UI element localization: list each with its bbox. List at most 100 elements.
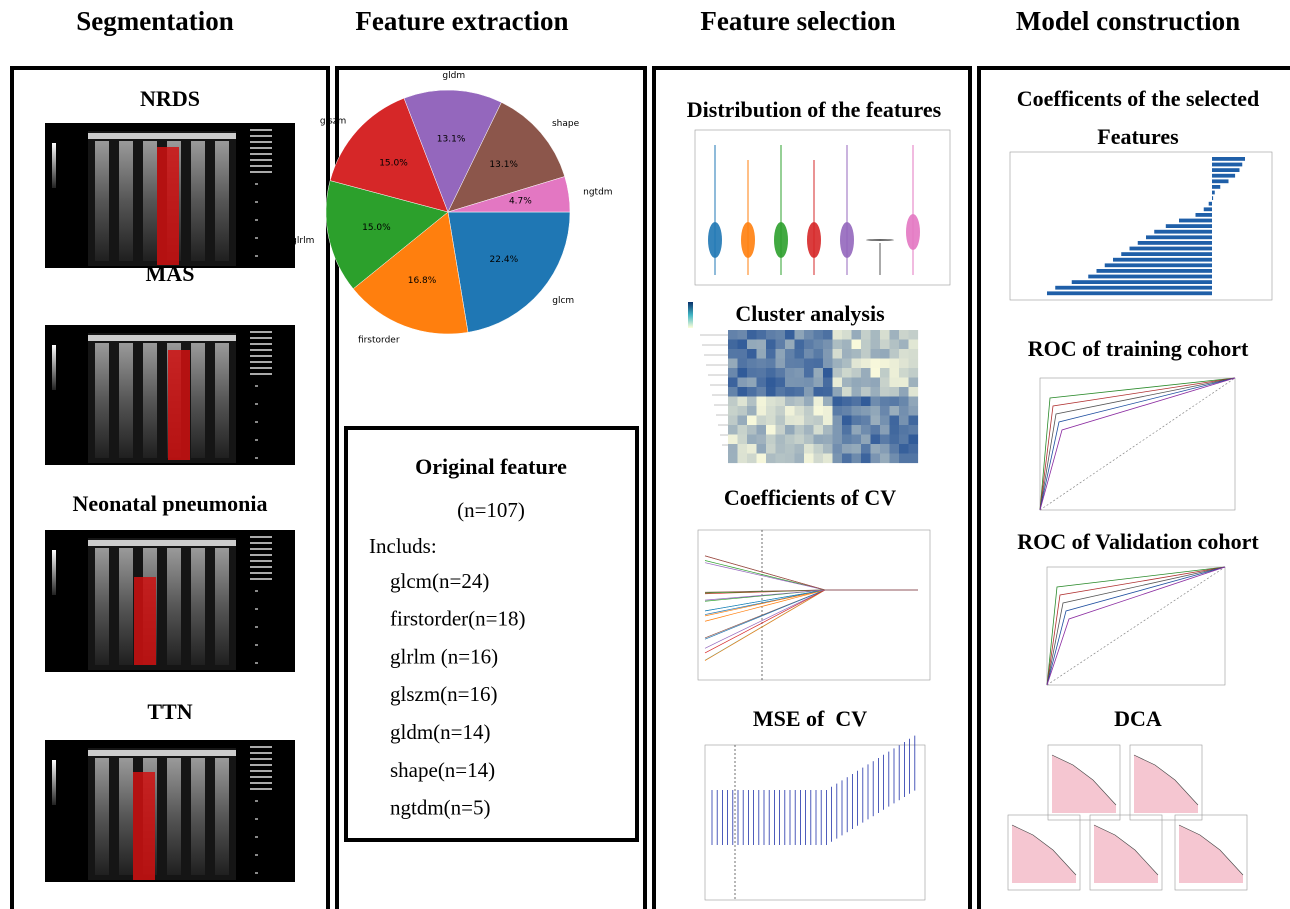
heatmap-cell	[776, 340, 786, 350]
heatmap-cell	[909, 387, 919, 397]
heatmap-cell	[757, 368, 767, 378]
heatmap-cell	[899, 435, 909, 445]
heatmap-cell	[880, 454, 890, 464]
heatmap-cell	[833, 359, 843, 369]
heatmap-cell	[814, 359, 824, 369]
heatmap-cell	[738, 406, 748, 416]
heatmap-cell	[871, 454, 881, 464]
panel-title: TTN	[147, 699, 192, 724]
heatmap-cell	[823, 454, 833, 464]
heatmap-cell	[766, 330, 776, 340]
panel-title: Distribution of the features	[687, 97, 942, 122]
heatmap-cell	[776, 349, 786, 359]
heatmap-cell	[728, 425, 738, 435]
heatmap-cell	[899, 454, 909, 464]
heatmap-cell	[842, 435, 852, 445]
heatmap-cell	[804, 378, 814, 388]
panel-title: Neonatal pneumonia	[73, 491, 268, 516]
heatmap-cell	[776, 406, 786, 416]
heatmap-cell	[823, 416, 833, 426]
heatmap-cell	[842, 378, 852, 388]
heatmap-cell	[766, 359, 776, 369]
heatmap-cell	[861, 444, 871, 454]
pie-wedge	[448, 212, 570, 332]
heatmap-cell	[738, 340, 748, 350]
summary-total: (n=107)	[457, 498, 525, 522]
coef-bar	[1212, 174, 1235, 178]
panel-title: Coefficents of the selected	[1017, 86, 1260, 111]
heatmap-cell	[738, 368, 748, 378]
cv-path	[705, 590, 918, 653]
heatmap-cell	[890, 416, 900, 426]
heatmap-cell	[823, 349, 833, 359]
pie-label: ngtdm	[583, 187, 612, 197]
heatmap-cell	[804, 330, 814, 340]
heatmap-cell	[738, 359, 748, 369]
heatmap-cell	[814, 416, 824, 426]
heatmap-cell	[871, 368, 881, 378]
heatmap-cell	[899, 387, 909, 397]
info-text	[250, 764, 272, 766]
pie-value-label: 15.0%	[362, 223, 391, 233]
heatmap-cell	[871, 387, 881, 397]
heatmap-cell	[909, 330, 919, 340]
heatmap-cell	[890, 397, 900, 407]
heatmap-cell	[747, 349, 757, 359]
rib-shadow	[215, 141, 229, 261]
coef-bar	[1204, 207, 1212, 211]
heatmap-cell	[738, 330, 748, 340]
heatmap-cell	[728, 340, 738, 350]
depth-tick	[255, 183, 258, 185]
info-text	[250, 536, 272, 538]
heatmap-cell	[785, 359, 795, 369]
heatmap-cell	[804, 359, 814, 369]
summary-list: glcm(n=24)firstorder(n=18)glrlm (n=16)gl…	[390, 569, 525, 820]
heatmap-cell	[842, 340, 852, 350]
depth-tick	[255, 439, 258, 441]
heatmap-cell	[890, 340, 900, 350]
heatmap-cell	[899, 330, 909, 340]
heatmap-cell	[728, 435, 738, 445]
heatmap-cell	[890, 378, 900, 388]
heatmap-cell	[804, 387, 814, 397]
heatmap-cell	[785, 387, 795, 397]
heatmap-cell	[909, 406, 919, 416]
pleura-line	[88, 335, 236, 341]
heatmap-cell	[880, 406, 890, 416]
rib-shadow	[119, 141, 133, 261]
heatmap-cell	[833, 387, 843, 397]
heatmap-cell	[880, 378, 890, 388]
heatmap-cell	[823, 330, 833, 340]
rib-shadow	[119, 548, 133, 665]
heatmap-cell	[842, 454, 852, 464]
rib-shadow	[119, 758, 133, 875]
coef-bar	[1072, 280, 1212, 284]
heatmap-cell	[728, 330, 738, 340]
depth-tick	[255, 201, 258, 203]
heatmap-cell	[757, 425, 767, 435]
heatmap-cell	[747, 416, 757, 426]
rib-shadow	[95, 758, 109, 875]
heatmap-cell	[823, 378, 833, 388]
rib-shadow	[167, 548, 181, 665]
info-text	[250, 153, 272, 155]
ultrasound-image	[45, 740, 295, 882]
summary-intro: Includs:	[369, 534, 437, 558]
heatmap-cell	[823, 387, 833, 397]
heatmap-cell	[833, 454, 843, 464]
heatmap-cell	[871, 416, 881, 426]
heatmap-cell	[785, 435, 795, 445]
heatmap-cell	[833, 378, 843, 388]
heatmap-cell	[804, 368, 814, 378]
heatmap-cell	[776, 416, 786, 426]
heatmap-cell	[766, 387, 776, 397]
heatmap-cell	[909, 340, 919, 350]
heatmap-cell	[861, 378, 871, 388]
dca-area	[1134, 755, 1198, 813]
heatmap-cell	[795, 349, 805, 359]
heatmap-cell	[814, 425, 824, 435]
info-text	[250, 770, 272, 772]
heatmap-cell	[909, 425, 919, 435]
heatmap-cell	[795, 368, 805, 378]
depth-tick	[255, 590, 258, 592]
